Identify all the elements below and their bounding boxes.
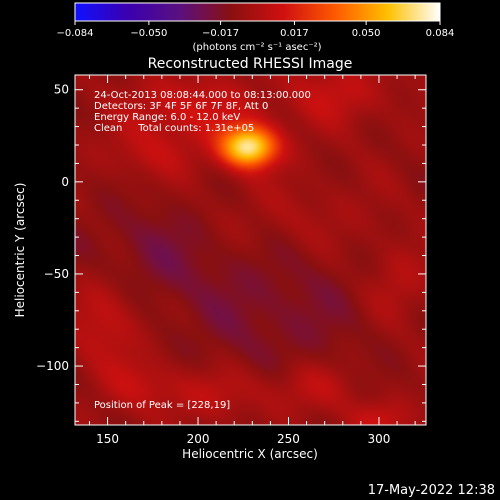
annotation-total-counts: Clean Total counts: 1.31e+05 — [94, 123, 254, 134]
axis-ticks: 150 200 250 300 50 0 −50 −100 — [36, 75, 426, 446]
y-tick-label: 50 — [54, 83, 69, 97]
colorbar-tick-label: −0.050 — [130, 28, 167, 39]
plot-frame — [74, 74, 427, 426]
x-tick-label: 200 — [187, 432, 210, 446]
annotation-energy-range: Energy Range: 6.0 - 12.0 keV — [94, 112, 240, 123]
footer-timestamp: 17-May-2022 12:38 — [368, 483, 495, 498]
colorbar-tick-label: 0.050 — [352, 28, 381, 39]
x-tick-label: 250 — [277, 432, 300, 446]
colorbar-tick-label: 0.017 — [280, 28, 309, 39]
colorbar-tick-label: −0.084 — [56, 28, 93, 39]
colorbar-tick-label: −0.017 — [202, 28, 239, 39]
colorbar-ticks: −0.084 −0.050 −0.017 0.017 0.050 0.084 — [56, 21, 454, 39]
annotation-peak-position: Position of Peak = [228,19] — [94, 400, 230, 411]
annotations: 24-Oct-2013 08:08:44.000 to 08:13:00.000… — [94, 90, 311, 411]
chart-title: Reconstructed RHESSI Image — [148, 56, 353, 72]
colorbar-tick-label: 0.084 — [426, 28, 455, 39]
colorbar — [74, 2, 441, 22]
y-tick-label: −100 — [36, 359, 69, 373]
y-tick-label: −50 — [44, 267, 69, 281]
x-tick-label: 150 — [96, 432, 119, 446]
y-axis-label: Heliocentric Y (arcsec) — [13, 183, 27, 318]
annotation-detectors: Detectors: 3F 4F 5F 6F 7F 8F, Att 0 — [94, 101, 268, 112]
annotation-time-range: 24-Oct-2013 08:08:44.000 to 08:13:00.000 — [94, 90, 311, 101]
y-tick-label: 0 — [61, 175, 69, 189]
heatmap-image — [75, 75, 426, 425]
x-tick-label: 300 — [368, 432, 391, 446]
colorbar-units-label: (photons cm⁻² s⁻¹ asec⁻²) — [192, 42, 321, 53]
x-axis-label: Heliocentric X (arcsec) — [182, 447, 318, 461]
